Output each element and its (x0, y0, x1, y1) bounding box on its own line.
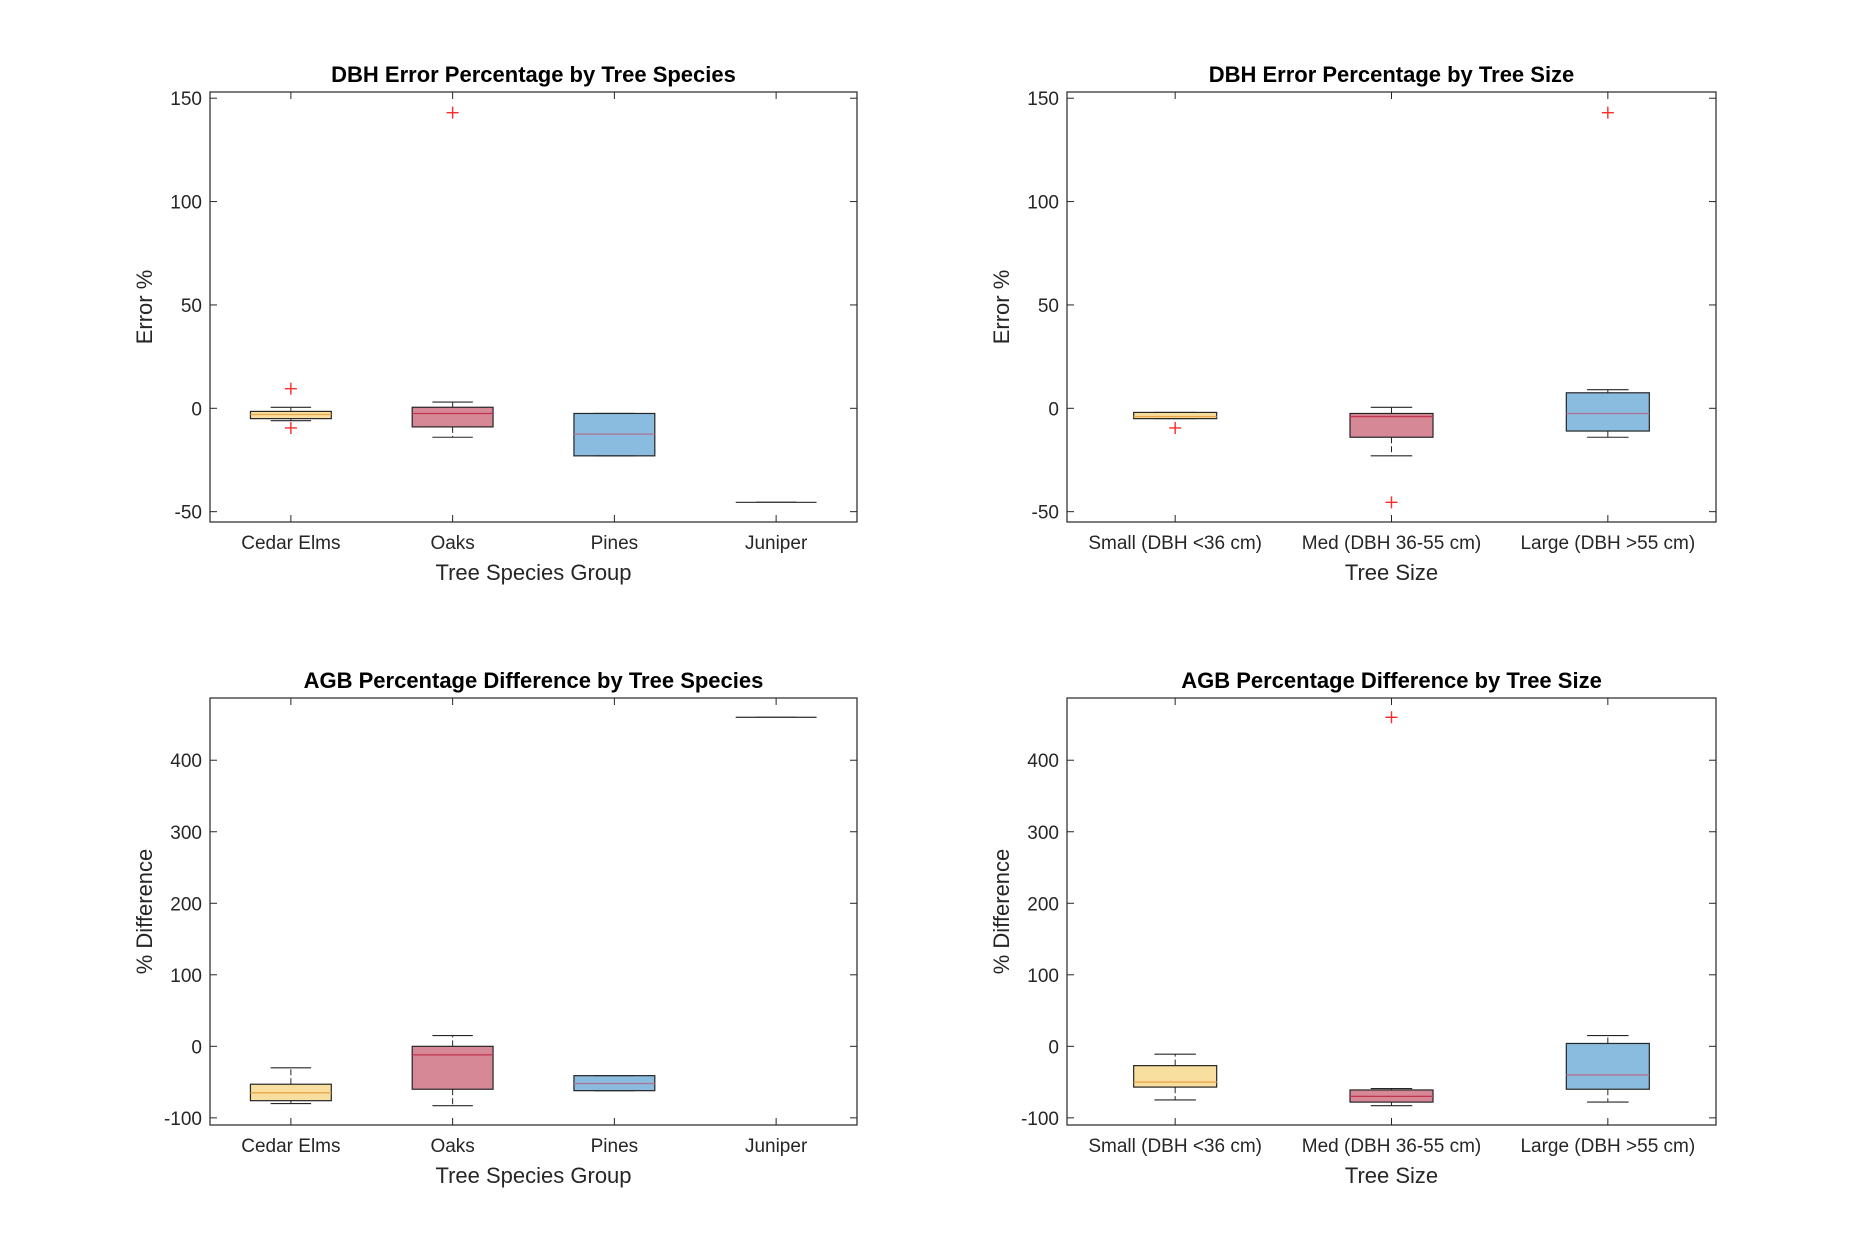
x-tick-label: Cedar Elms (241, 533, 340, 554)
y-tick-label: 0 (1048, 399, 1059, 420)
x-tick-label: Med (DBH 36-55 cm) (1302, 1136, 1482, 1157)
y-tick-label: 0 (1048, 1037, 1059, 1058)
y-tick-label: -50 (1032, 503, 1059, 524)
y-axis-label: % Difference (132, 849, 157, 975)
chart-title: AGB Percentage Difference by Tree Specie… (304, 668, 764, 693)
outlier-marker (284, 421, 297, 434)
panel-agb-by-size: -100 0 100 200 300 400 Small (DBH <36 cm) Med (… (989, 668, 1717, 1188)
x-tick-label: Small (DBH <36 cm) (1088, 533, 1262, 554)
y-tick-label: 0 (191, 1037, 202, 1058)
y-tick-label: 300 (170, 823, 202, 844)
x-axis-label: Tree Size (1345, 1163, 1438, 1188)
y-tick-label: 150 (1027, 89, 1059, 110)
panel-dbh-by-size: -50 0 50 100 150 Small (DBH <36 cm) Med (DBH 3… (989, 62, 1717, 585)
outlier-marker (446, 106, 459, 119)
y-tick-label: 100 (1027, 966, 1059, 987)
y-axis-label: Error % (132, 270, 157, 345)
axes-frame (209, 91, 858, 523)
x-tick-label: Large (DBH >55 cm) (1520, 533, 1695, 554)
x-tick-label: Juniper (745, 533, 808, 554)
y-tick-label: -100 (1021, 1109, 1059, 1130)
y-tick-label: 200 (1027, 894, 1059, 915)
y-axis-label: Error % (989, 270, 1014, 345)
x-axis-label: Tree Size (1345, 560, 1438, 585)
y-tick-label: 100 (1027, 193, 1059, 214)
y-tick-label: 300 (1027, 823, 1059, 844)
chart-title: DBH Error Percentage by Tree Size (1209, 62, 1575, 87)
outlier-marker (1601, 106, 1614, 119)
y-tick-label: 200 (170, 894, 202, 915)
y-axis-label: % Difference (989, 849, 1014, 975)
x-tick-label: Small (DBH <36 cm) (1088, 1136, 1262, 1157)
box (1133, 1065, 1218, 1088)
y-tick-label: 50 (181, 296, 202, 317)
y-tick-label: 100 (170, 966, 202, 987)
box (1133, 411, 1218, 420)
x-tick-label: Large (DBH >55 cm) (1520, 1136, 1695, 1157)
chart-title: AGB Percentage Difference by Tree Size (1181, 668, 1602, 693)
box (1349, 412, 1434, 438)
box (1565, 1042, 1650, 1090)
outlier-marker (284, 382, 297, 395)
box (411, 1045, 494, 1090)
outlier-marker (1385, 496, 1398, 509)
y-tick-label: 0 (191, 399, 202, 420)
x-tick-label: Pines (591, 1136, 639, 1157)
y-tick-label: 50 (1038, 296, 1059, 317)
y-tick-label: 100 (170, 193, 202, 214)
chart-title: DBH Error Percentage by Tree Species (331, 62, 736, 87)
outlier-marker (1169, 421, 1182, 434)
axes-frame (209, 697, 858, 1126)
y-tick-label: 400 (1027, 751, 1059, 772)
axes-frame (1066, 91, 1717, 523)
y-tick-label: -100 (164, 1109, 202, 1130)
x-axis-label: Tree Species Group (435, 1163, 631, 1188)
panel-dbh-by-species: -50 0 50 100 150 Cedar Elms Oaks Pines Juniper DB… (132, 62, 858, 585)
box (1565, 392, 1650, 432)
x-tick-label: Juniper (745, 1136, 808, 1157)
x-tick-label: Oaks (430, 533, 474, 554)
y-tick-label: -50 (175, 503, 202, 524)
y-tick-label: 150 (170, 89, 202, 110)
x-tick-label: Oaks (430, 1136, 474, 1157)
x-axis-label: Tree Species Group (435, 560, 631, 585)
y-tick-label: 400 (170, 751, 202, 772)
panel-agb-by-species: -100 0 100 200 300 400 Cedar Elms Oaks Pines Juni… (132, 668, 858, 1188)
box (411, 406, 494, 428)
x-tick-label: Med (DBH 36-55 cm) (1302, 533, 1482, 554)
x-tick-label: Cedar Elms (241, 1136, 340, 1157)
x-tick-label: Pines (591, 533, 639, 554)
outlier-marker (1385, 711, 1398, 724)
